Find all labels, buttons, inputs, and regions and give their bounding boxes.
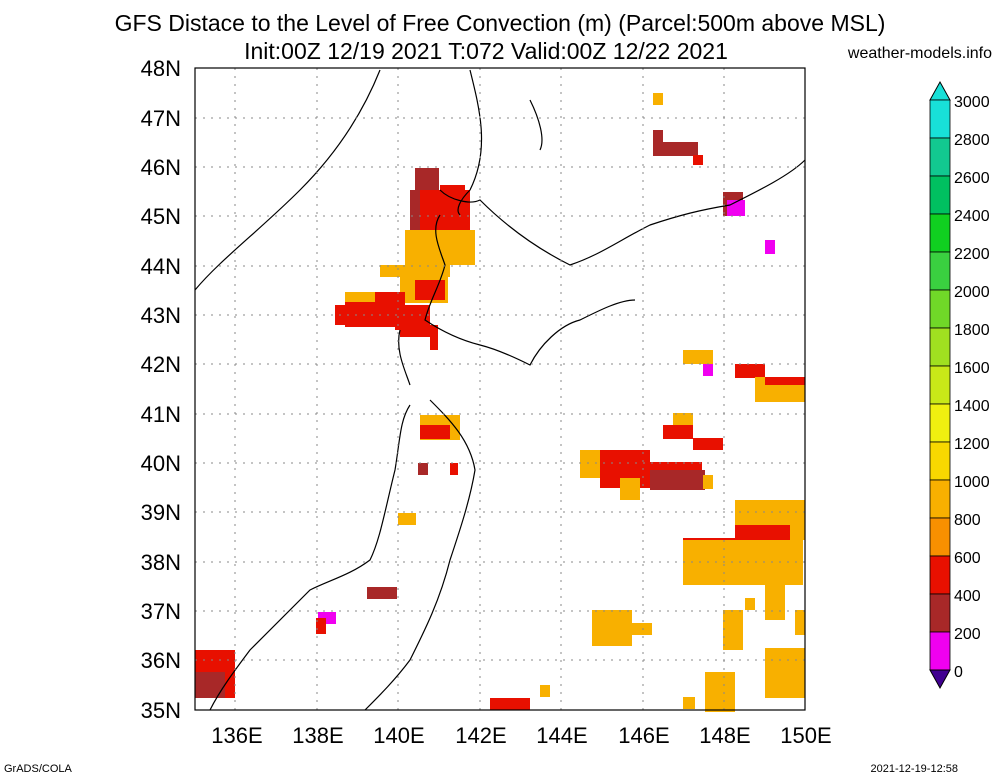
map-subtitle: Init:00Z 12/19 2021 T:072 Valid:00Z 12/2… [244,38,728,64]
colorbar-label: 1400 [954,398,990,415]
lon-axis: 136E 138E 140E 142E 144E 146E 148E 150E [211,723,831,748]
map-title: GFS Distace to the Level of Free Convect… [114,10,886,36]
colorbar-swatch [929,137,951,177]
colorbar-swatch [929,213,951,253]
colorbar-swatch [929,99,951,139]
colorbar-bottom-arrow [929,669,951,690]
lon-label: 142E [455,723,506,748]
colorbar-label: 3000 [954,94,990,111]
colorbar-swatch [929,517,951,557]
colorbar-label: 800 [954,512,981,529]
colorbar-label: 600 [954,550,981,567]
coastlines [194,69,806,711]
lat-label: 42N [141,352,181,377]
colorbar-swatch [929,631,951,671]
colorbar-swatch [929,479,951,519]
colorbar-swatch [929,327,951,367]
lon-label: 150E [780,723,831,748]
lat-label: 36N [141,648,181,673]
colorbar-label: 1200 [954,436,990,453]
lat-label: 45N [141,204,181,229]
lon-label: 136E [211,723,262,748]
footer-timestamp: 2021-12-19-12:58 [870,763,958,775]
lat-label: 41N [141,402,181,427]
colorbar-labels: 3000 2800 2600 2400 2200 2000 1800 1600 … [954,94,990,681]
colorbar-label: 400 [954,588,981,605]
colorbar-label: 200 [954,626,981,643]
lat-label: 39N [141,500,181,525]
colorbar-swatch [929,365,951,405]
lat-axis: 48N 47N 46N 45N 44N 43N 42N 41N 40N 39N … [141,56,181,723]
colorbar-label: 0 [954,664,963,681]
colorbar-label: 1600 [954,360,990,377]
colorbar-label: 2400 [954,208,990,225]
footer-credit: GrADS/COLA [4,763,72,775]
colorbar-label: 2000 [954,284,990,301]
lfc-shading [195,93,805,712]
colorbar-swatch [929,251,951,291]
lat-label: 37N [141,599,181,624]
colorbar-swatch [929,441,951,481]
colorbar-top-arrow [929,80,951,101]
colorbar-swatch [929,593,951,633]
colorbar-label: 2600 [954,170,990,187]
map-frame [194,67,806,711]
colorbar-label: 1800 [954,322,990,339]
graticule [195,68,805,710]
lat-label: 35N [141,698,181,723]
lon-label: 148E [699,723,750,748]
colorbar-swatch [929,403,951,443]
lat-label: 46N [141,155,181,180]
lon-label: 138E [292,723,343,748]
lat-label: 44N [141,254,181,279]
colorbar-swatch [929,555,951,595]
colorbar: 3000 2800 2600 2400 2200 2000 1800 1600 … [929,80,990,690]
colorbar-label: 2200 [954,246,990,263]
colorbar-swatches [929,99,951,671]
lat-label: 43N [141,303,181,328]
source-credit: weather-models.info [847,45,992,62]
lon-label: 146E [618,723,669,748]
colorbar-label: 1000 [954,474,990,491]
lon-label: 144E [536,723,587,748]
lat-label: 47N [141,106,181,131]
lon-label: 140E [373,723,424,748]
colorbar-label: 2800 [954,132,990,149]
lat-label: 38N [141,550,181,575]
lat-label: 48N [141,56,181,81]
colorbar-swatch [929,289,951,329]
colorbar-swatch [929,175,951,215]
lat-label: 40N [141,451,181,476]
